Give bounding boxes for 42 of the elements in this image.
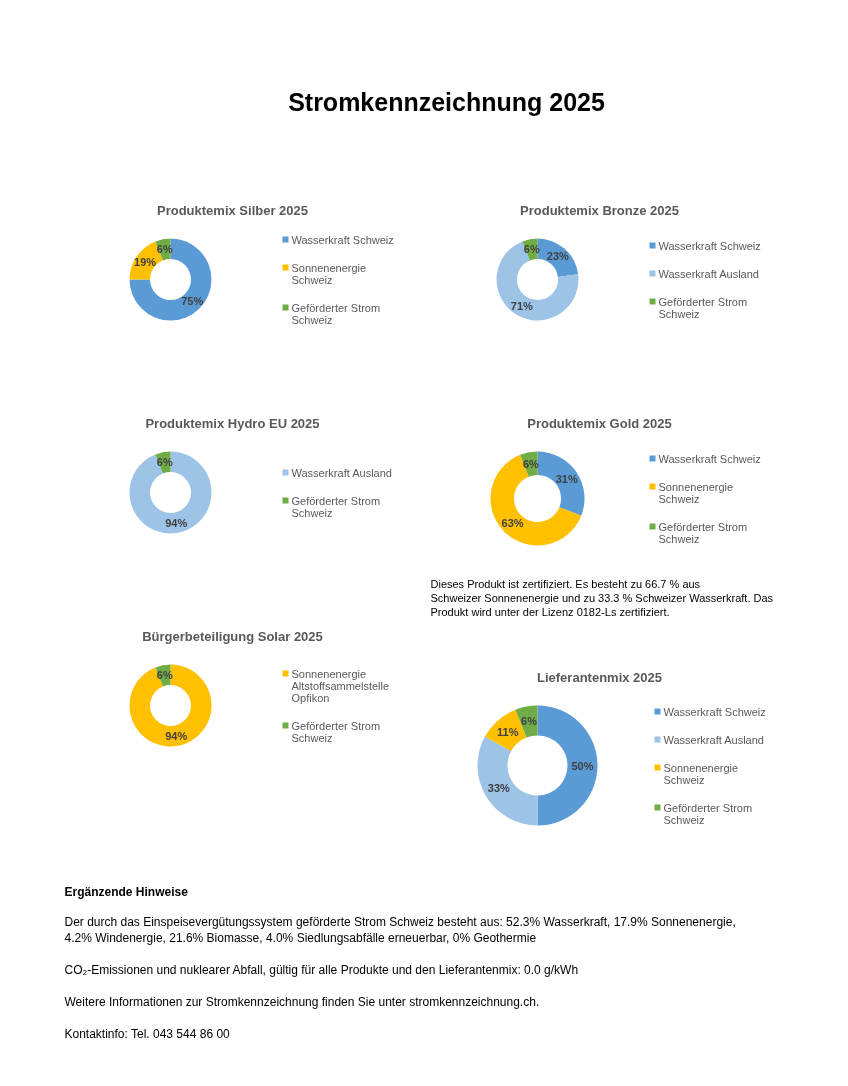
legend-label: Sonnenenergie Schweiz	[658, 480, 734, 505]
legend-label: Geförderter Strom Schweiz	[291, 719, 381, 744]
legend-label: Wasserkraft Schweiz	[663, 705, 766, 718]
legend-label: Wasserkraft Schweiz	[291, 233, 394, 246]
text: Kontaktinfo: Tel. 043 544 86 00	[64, 1026, 231, 1041]
data-label: 31%	[555, 472, 578, 485]
legend-label: Geförderter Strom Schweiz	[291, 494, 381, 519]
chart-title: Lieferantenmix 2025	[537, 670, 663, 685]
legend-label: Geförderter Strom Schweiz	[291, 301, 381, 326]
data-label: 50%	[571, 759, 594, 772]
chart-title: Produktemix Silber 2025	[156, 203, 309, 218]
data-label: 94%	[165, 729, 188, 742]
legend-label: Sonnenenergie Schweiz	[663, 761, 739, 786]
legend-label: Geförderter Strom Schweiz	[658, 295, 748, 320]
text: Weitere Informationen zur Stromkennzeichnung finden Sie unter stromkennzeichnung.ch.	[64, 994, 540, 1009]
text: Ergänzende Hinweise	[64, 884, 189, 899]
chart-title: Produktemix Hydro EU 2025	[145, 416, 320, 431]
legend-label: Geförderter Strom Schweiz	[658, 520, 748, 545]
legend-label: Wasserkraft Schweiz	[658, 452, 761, 465]
data-label: 23%	[546, 250, 570, 263]
data-label: 71%	[510, 299, 534, 312]
legend-label: Wasserkraft Ausland	[663, 733, 764, 746]
data-label: 33%	[487, 782, 510, 795]
legend-label: Wasserkraft Ausland	[658, 267, 759, 280]
legend-label: Sonnenenergie Schweiz	[291, 261, 367, 286]
text: Der durch das Einspeisevergütungssystem geförderte Strom Schweiz besteht aus: 52.3% Wasserkraft, 17.9% Sonnenenergie, 4.2% Windenergie, 21.6% Biomasse, 4.0% Siedlungsabfälle erneuerbar, 0% Geothermie	[64, 914, 736, 945]
data-label: 63%	[501, 517, 524, 530]
legend-label: Wasserkraft Schweiz	[658, 239, 761, 252]
text: CO₂-Emissionen und nuklearer Abfall, gültig für alle Produkte und den Lieferantenmix: 0.0 g/kWh	[64, 962, 579, 977]
data-label: 19%	[134, 256, 157, 269]
chart-title: Produktemix Bronze 2025	[520, 203, 679, 218]
text: Dieses Produkt ist zertifiziert. Es besteht zu 66.7 % aus Schweizer Sonnenenergie und zu 33.3 % Schweizer Wasserkraft. Das Produkt wird unter der Lizenz 0182-Ls zertifiziert.	[430, 577, 774, 618]
chart-title: Bürgerbeteiligung Solar 2025	[142, 629, 323, 644]
data-label: 94%	[165, 516, 188, 529]
legend-label: Wasserkraft Ausland	[291, 466, 392, 479]
text: Stromkennzeichnung 2025	[288, 87, 605, 116]
legend-label: Geförderter Strom Schweiz	[663, 801, 753, 826]
chart-title: Produktemix Gold 2025	[527, 416, 672, 431]
data-label: 75%	[181, 295, 204, 308]
legend-label: Sonnenenergie Altstoffsammelstelle Opfikon	[291, 667, 390, 704]
data-label: 11%	[497, 725, 519, 738]
data-label: 6%	[521, 715, 538, 728]
